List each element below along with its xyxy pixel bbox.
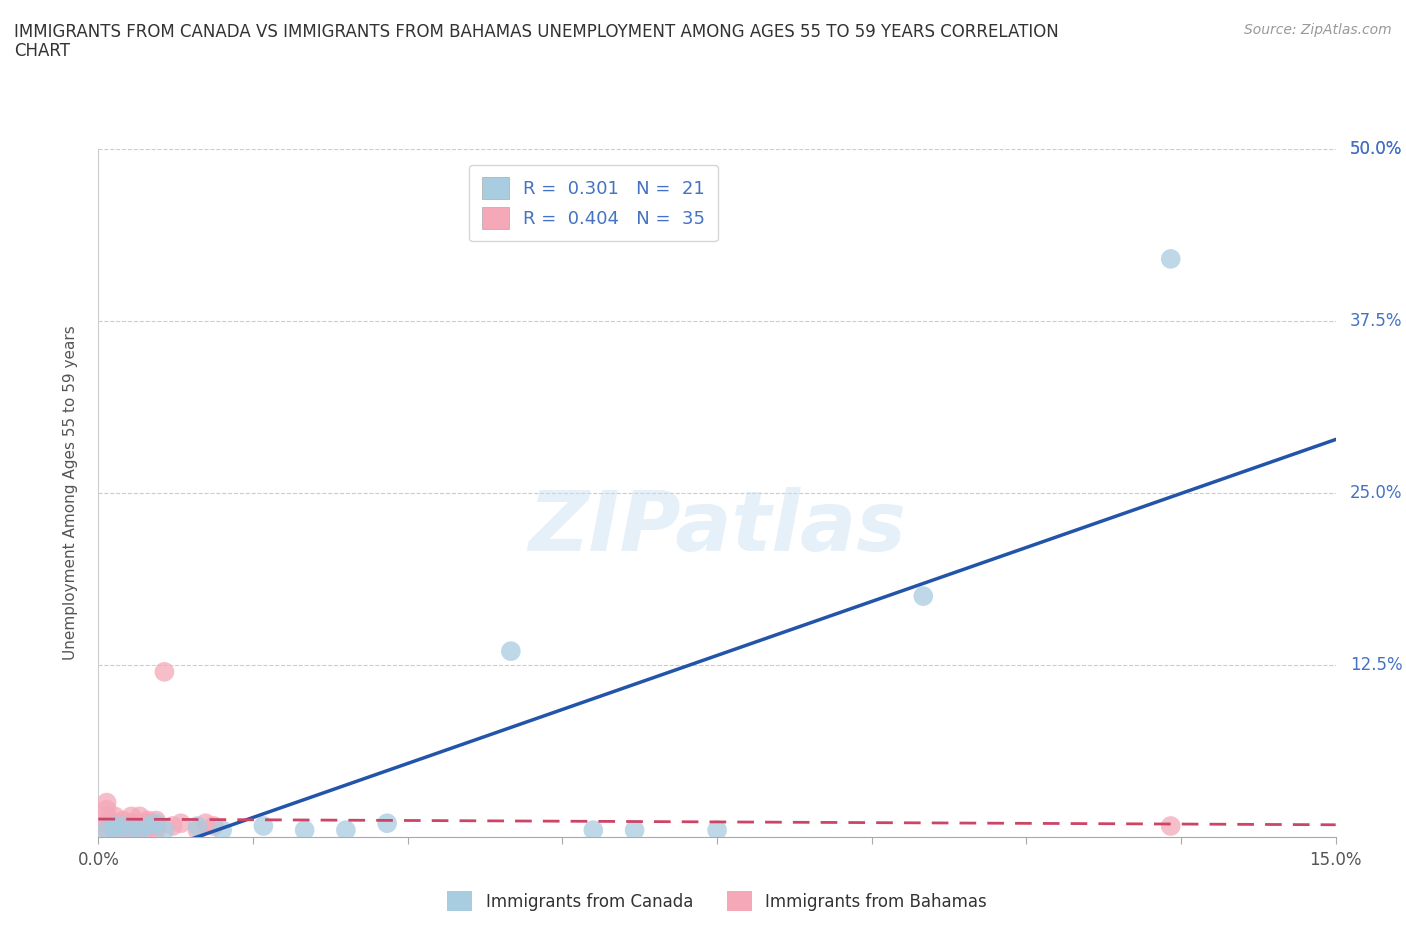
Point (170, 816, 193, 830)
Point (112, 813, 135, 828)
Point (96, 795, 118, 810)
Point (112, 818, 135, 833)
Point (145, 813, 167, 828)
Text: 50.0%: 50.0% (1350, 140, 1402, 158)
Point (96, 809, 118, 824)
Point (499, 644, 522, 658)
Point (104, 823, 127, 838)
Point (120, 823, 142, 838)
Point (96, 823, 118, 838)
Point (294, 823, 316, 838)
Point (96, 802, 118, 817)
Point (96, 823, 118, 838)
Text: 25.0%: 25.0% (1350, 484, 1402, 502)
Point (128, 809, 150, 824)
Point (153, 823, 176, 838)
Point (194, 816, 217, 830)
Legend: Immigrants from Canada, Immigrants from Bahamas: Immigrants from Canada, Immigrants from … (441, 884, 993, 918)
Point (104, 823, 127, 838)
Point (104, 818, 127, 833)
Point (112, 818, 135, 833)
Point (211, 823, 233, 838)
Point (128, 823, 150, 838)
Y-axis label: Unemployment Among Ages 55 to 59 years: Unemployment Among Ages 55 to 59 years (63, 326, 77, 660)
Text: 15.0%: 15.0% (1309, 851, 1362, 869)
Point (335, 823, 357, 838)
Text: 37.5%: 37.5% (1350, 312, 1402, 330)
Point (128, 816, 150, 830)
Point (128, 823, 150, 838)
Text: Source: ZipAtlas.com: Source: ZipAtlas.com (1244, 23, 1392, 37)
Point (120, 818, 142, 833)
Point (186, 823, 208, 838)
Point (112, 823, 135, 838)
Point (202, 818, 225, 833)
Point (136, 823, 159, 838)
Point (145, 816, 167, 830)
Point (145, 818, 167, 833)
Point (912, 589, 935, 604)
Text: 50.0%: 50.0% (1350, 140, 1402, 158)
Point (104, 809, 127, 824)
Point (136, 816, 159, 830)
Point (1160, 818, 1182, 833)
Text: CHART: CHART (14, 42, 70, 60)
Text: 12.5%: 12.5% (1350, 656, 1402, 674)
Point (153, 664, 176, 679)
Point (104, 816, 127, 830)
Point (582, 823, 605, 838)
Point (252, 818, 274, 833)
Point (120, 823, 142, 838)
Point (136, 813, 159, 828)
Point (375, 816, 398, 830)
Point (136, 818, 159, 833)
Point (186, 818, 208, 833)
Point (120, 809, 142, 824)
Point (128, 818, 150, 833)
Point (162, 818, 184, 833)
Point (96, 816, 118, 830)
Point (120, 823, 142, 838)
Text: IMMIGRANTS FROM CANADA VS IMMIGRANTS FROM BAHAMAS UNEMPLOYMENT AMONG AGES 55 TO : IMMIGRANTS FROM CANADA VS IMMIGRANTS FRO… (14, 23, 1059, 41)
Text: ZIPatlas: ZIPatlas (529, 486, 905, 568)
Point (104, 818, 127, 833)
Point (623, 823, 645, 838)
Text: 0.0%: 0.0% (77, 851, 120, 869)
Point (120, 816, 142, 830)
Point (136, 818, 159, 833)
Point (145, 823, 167, 838)
Point (1160, 251, 1182, 266)
Point (706, 823, 728, 838)
